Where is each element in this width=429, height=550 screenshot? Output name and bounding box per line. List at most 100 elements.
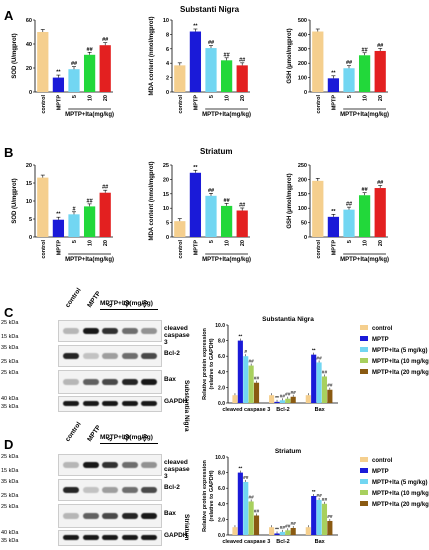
significance-mark: ## bbox=[280, 393, 286, 399]
y-axis-label: SOD (U/mgprot) bbox=[12, 178, 18, 223]
x-tick-label: control bbox=[316, 240, 322, 259]
y-tick-label: 8.0 bbox=[218, 339, 225, 345]
significance-mark: ## bbox=[243, 475, 249, 481]
y-axis-label: GSH (μmol/mgprot) bbox=[287, 173, 293, 228]
bar-Bax-1 bbox=[311, 354, 317, 403]
bar-cleaved-caspase-3-1 bbox=[237, 340, 243, 403]
blot-strip bbox=[58, 479, 162, 501]
significance-mark: # bbox=[72, 206, 75, 212]
y-tick-label: 25 bbox=[163, 163, 169, 169]
legend-label: MPTP+Ita (10 mg/kg) bbox=[372, 491, 429, 497]
bar-5 bbox=[205, 48, 217, 92]
x-tick-label: 20 bbox=[103, 240, 109, 246]
protein-label: cleaved caspase 3 bbox=[164, 459, 190, 480]
x-tick-label: MPTP bbox=[331, 95, 337, 111]
bar-control bbox=[37, 32, 49, 92]
bar-Bax-3 bbox=[321, 503, 328, 535]
x-tick-label: 10 bbox=[88, 240, 94, 246]
significance-mark: ## bbox=[208, 188, 214, 194]
chart-title: Substantia Nigra bbox=[262, 316, 314, 323]
bar-MPTP bbox=[52, 77, 65, 92]
band bbox=[121, 401, 138, 406]
x-tick-label: 5 bbox=[347, 95, 353, 98]
y-tick-label: 6.0 bbox=[218, 354, 225, 360]
bar-20 bbox=[374, 50, 386, 92]
bar-cleaved-caspase-3-2 bbox=[243, 481, 249, 535]
protein-label: Bax bbox=[164, 510, 176, 517]
x-tick-label: Bax bbox=[315, 539, 326, 545]
band bbox=[141, 401, 157, 406]
band bbox=[121, 379, 138, 385]
y-tick-label: 0.0 bbox=[218, 401, 225, 407]
significance-mark: ** bbox=[331, 209, 336, 215]
band bbox=[82, 353, 99, 359]
bar-5 bbox=[343, 209, 355, 237]
significance-mark: ## bbox=[285, 392, 291, 398]
bar-control bbox=[174, 65, 186, 92]
kda-marker: 35 kDa bbox=[1, 479, 19, 485]
y-tick-label: 10.0 bbox=[215, 455, 225, 461]
band bbox=[63, 328, 79, 334]
y-tick-label: 300 bbox=[298, 47, 307, 53]
legend-swatch bbox=[360, 501, 368, 506]
significance-mark: ## bbox=[224, 52, 230, 58]
bar-Bcl-2-2 bbox=[279, 400, 285, 403]
y-tick-label: 200 bbox=[298, 61, 307, 67]
band bbox=[102, 513, 118, 519]
group-label: MPTP+Ita(mg/kg) bbox=[340, 257, 389, 263]
y-tick-label: 60 bbox=[26, 18, 32, 24]
significance-mark: ## bbox=[346, 202, 352, 208]
significance-mark: ## bbox=[322, 497, 328, 503]
band bbox=[102, 535, 118, 540]
panel-label-d: D bbox=[4, 437, 14, 452]
bar-cleaved-caspase-3-3 bbox=[248, 501, 254, 535]
x-tick-label: MPTP bbox=[331, 240, 337, 256]
y-tick-label: 2.0 bbox=[218, 517, 225, 523]
band bbox=[102, 401, 118, 406]
significance-mark: ## bbox=[254, 509, 260, 515]
band bbox=[82, 401, 99, 406]
bar-Bax-4 bbox=[327, 520, 333, 535]
y-tick-label: 0.0 bbox=[218, 533, 225, 539]
kda-marker: 25 kDa bbox=[1, 320, 19, 326]
protein-label: GAPDH bbox=[164, 532, 188, 539]
y-tick-label: 4.0 bbox=[218, 370, 225, 376]
bar-10 bbox=[83, 54, 96, 92]
y-tick-label: 4.0 bbox=[218, 502, 225, 508]
kda-marker: 25 kDa bbox=[1, 493, 19, 499]
x-tick-label: 10 bbox=[225, 95, 231, 101]
y-tick-label: 20 bbox=[26, 66, 32, 72]
panel-label-b: B bbox=[4, 145, 14, 160]
y-tick-label: 400 bbox=[298, 32, 307, 38]
band bbox=[141, 513, 157, 519]
bar-5 bbox=[68, 214, 80, 237]
band bbox=[141, 353, 157, 359]
legend-swatch bbox=[360, 468, 368, 473]
significance-mark: ## bbox=[291, 521, 297, 527]
x-tick-label: 20 bbox=[103, 95, 109, 101]
band bbox=[63, 462, 79, 468]
x-tick-label: control bbox=[316, 95, 322, 114]
kda-marker: 40 kDa bbox=[1, 396, 19, 402]
significance-mark: ## bbox=[239, 57, 245, 63]
y-tick-label: 8.0 bbox=[218, 471, 225, 477]
kda-marker: 25 kDa bbox=[1, 504, 19, 510]
significance-mark: ## bbox=[327, 383, 333, 389]
band bbox=[121, 462, 138, 468]
chart-B3: 0 50 100 150 200 250 GSH (μmol/mgprot) control *… bbox=[287, 163, 389, 263]
chart-B2: 0 5 10 15 20 25 MDA content (nmol/mgprot) contr… bbox=[149, 161, 251, 263]
significance-mark: ## bbox=[224, 198, 230, 204]
x-tick-label: 5 bbox=[72, 240, 78, 243]
band bbox=[82, 462, 99, 468]
bar-Bcl-2-3 bbox=[285, 398, 291, 403]
protein-label: Bcl-2 bbox=[164, 484, 180, 491]
legend-label: MPTP+Ita (5 mg/kg) bbox=[372, 480, 428, 486]
significance-mark: ## bbox=[248, 359, 254, 365]
x-tick-label: control bbox=[178, 240, 184, 259]
bar-Bax-2 bbox=[316, 362, 322, 403]
significance-mark: ## bbox=[102, 185, 108, 191]
significance-mark: ** bbox=[56, 212, 61, 218]
significance-mark: ** bbox=[312, 489, 316, 495]
y-tick-label: 100 bbox=[298, 76, 307, 82]
legend-swatch bbox=[360, 347, 368, 352]
